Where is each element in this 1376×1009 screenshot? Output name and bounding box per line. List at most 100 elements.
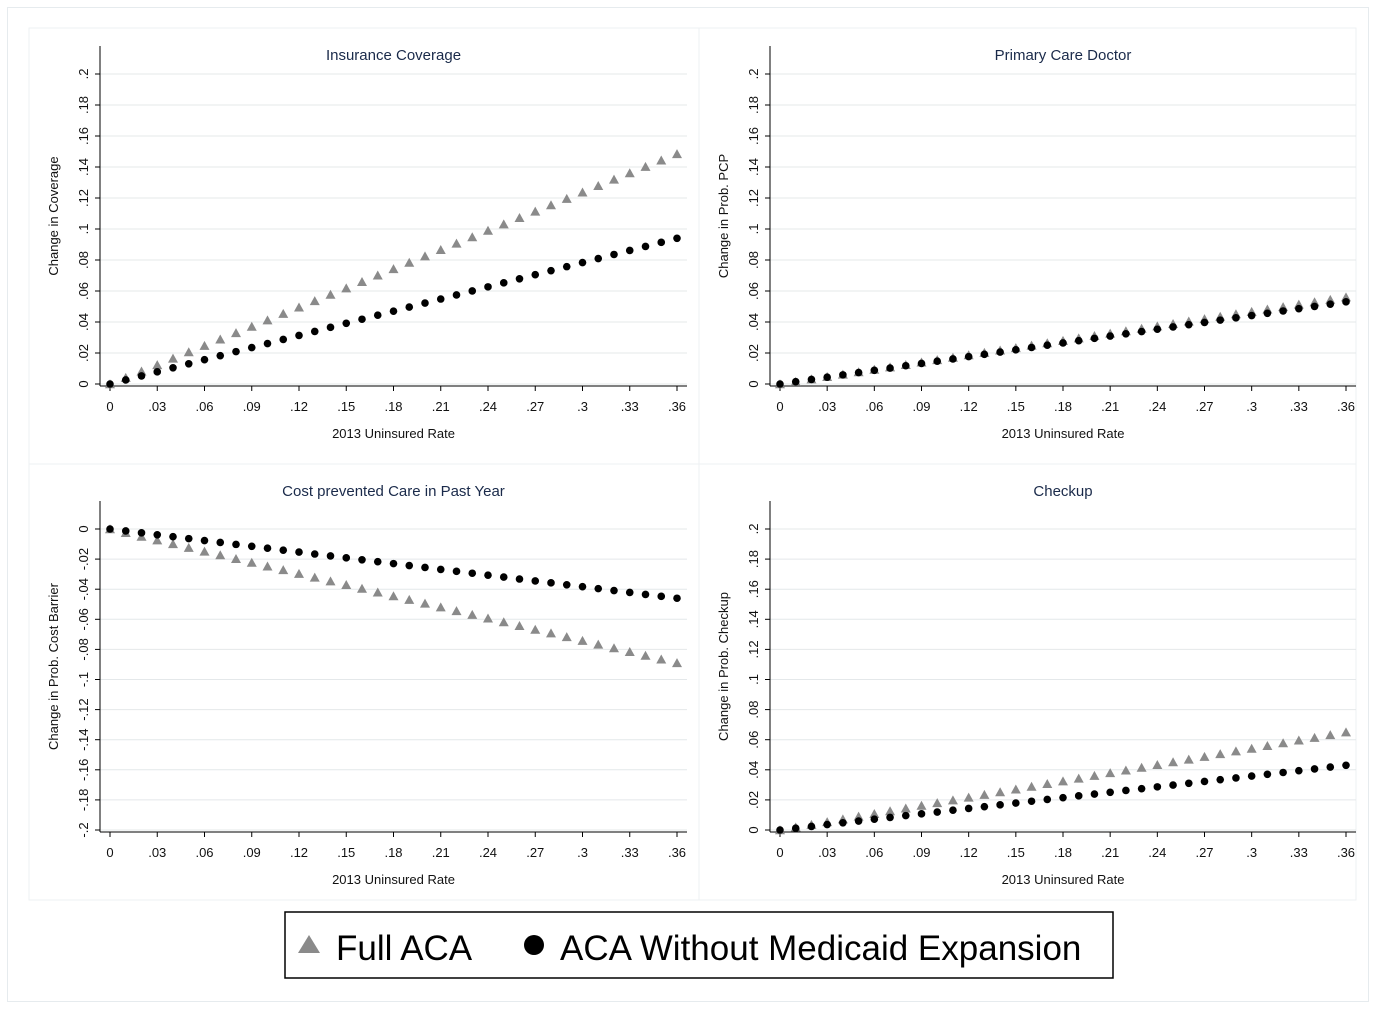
marker-full-aca xyxy=(372,270,383,280)
marker-full-aca xyxy=(183,542,194,552)
marker-full-aca xyxy=(577,187,588,197)
marker-full-aca xyxy=(357,276,367,286)
marker-aca-without-expansion xyxy=(169,532,177,541)
marker-aca-without-expansion xyxy=(547,579,555,587)
marker-full-aca xyxy=(609,643,619,653)
marker-full-aca xyxy=(435,602,446,612)
y-tick-label: -.2 xyxy=(76,822,91,837)
y-tick-label: .04 xyxy=(746,313,761,331)
marker-aca-without-expansion xyxy=(657,592,666,601)
x-tick-label: .15 xyxy=(337,399,355,414)
marker-aca-without-expansion xyxy=(610,250,618,259)
marker-aca-without-expansion xyxy=(452,291,461,299)
marker-full-aca xyxy=(514,213,525,223)
marker-aca-without-expansion xyxy=(641,590,650,599)
marker-aca-without-expansion xyxy=(1012,799,1020,807)
marker-aca-without-expansion xyxy=(531,270,540,279)
x-tick-label: .03 xyxy=(148,399,166,414)
marker-aca-without-expansion xyxy=(531,577,540,585)
marker-aca-without-expansion xyxy=(1310,302,1319,311)
marker-aca-without-expansion xyxy=(980,802,989,811)
marker-aca-without-expansion xyxy=(1012,345,1020,354)
marker-aca-without-expansion xyxy=(839,371,847,379)
y-tick-label: .06 xyxy=(746,282,761,300)
marker-aca-without-expansion xyxy=(1326,763,1335,771)
y-tick-label: -.18 xyxy=(76,789,91,811)
x-tick-label: .36 xyxy=(668,399,686,414)
marker-aca-without-expansion xyxy=(358,315,366,324)
y-axis-title: Change in Prob. Cost Barrier xyxy=(46,582,61,750)
marker-full-aca xyxy=(963,792,974,802)
marker-full-aca xyxy=(404,594,415,604)
marker-aca-without-expansion xyxy=(247,343,256,352)
marker-aca-without-expansion xyxy=(1216,775,1225,784)
x-tick-label: .21 xyxy=(432,399,450,414)
marker-aca-without-expansion xyxy=(1232,314,1240,322)
x-tick-label: 0 xyxy=(106,399,113,414)
marker-aca-without-expansion xyxy=(791,377,800,386)
marker-aca-without-expansion xyxy=(137,529,146,537)
marker-full-aca xyxy=(900,803,911,813)
marker-full-aca xyxy=(561,632,572,642)
marker-full-aca xyxy=(609,174,619,184)
marker-full-aca xyxy=(995,787,1006,797)
marker-aca-without-expansion xyxy=(625,588,634,597)
legend: Full ACA ACA Without Medicaid Expansion xyxy=(284,911,1114,979)
marker-aca-without-expansion xyxy=(1263,309,1272,318)
y-tick-label: .06 xyxy=(746,731,761,749)
y-tick-label: -.08 xyxy=(76,638,91,660)
marker-full-aca xyxy=(932,798,943,808)
marker-aca-without-expansion xyxy=(295,548,303,556)
panel-cost-prevented-care-in-past-year: Cost prevented Care in Past Year -.2 -.18 -… xyxy=(28,463,700,901)
marker-full-aca xyxy=(1010,784,1021,794)
marker-full-aca xyxy=(404,257,415,267)
x-tick-label: .06 xyxy=(195,399,213,414)
marker-aca-without-expansion xyxy=(1090,334,1099,343)
marker-aca-without-expansion xyxy=(1216,316,1225,324)
panels: Insurance Coverage 0 .02 .04 .06 .08 .1 .12 .14.… xyxy=(28,27,1357,901)
marker-full-aca xyxy=(498,617,509,627)
marker-full-aca xyxy=(168,353,178,363)
y-tick-label: .2 xyxy=(746,69,761,80)
marker-full-aca xyxy=(1136,762,1147,772)
marker-aca-without-expansion xyxy=(310,550,319,558)
marker-aca-without-expansion xyxy=(1074,792,1083,800)
marker-aca-without-expansion xyxy=(854,368,863,377)
marker-aca-without-expansion xyxy=(405,303,414,311)
marker-full-aca xyxy=(530,206,541,216)
marker-aca-without-expansion xyxy=(657,238,666,247)
marker-aca-without-expansion xyxy=(263,339,272,348)
x-tick-label: .21 xyxy=(1101,399,1119,414)
marker-full-aca xyxy=(1152,760,1163,770)
marker-aca-without-expansion xyxy=(1043,341,1052,350)
marker-aca-without-expansion xyxy=(901,361,910,370)
marker-full-aca xyxy=(467,609,478,619)
x-tick-label: .27 xyxy=(1195,399,1213,414)
marker-aca-without-expansion xyxy=(1106,788,1114,797)
marker-aca-without-expansion xyxy=(1200,777,1209,786)
legend-triangle-marker xyxy=(298,935,320,953)
marker-aca-without-expansion xyxy=(578,582,587,591)
legend-label-without-expansion: ACA Without Medicaid Expansion xyxy=(560,929,1081,968)
marker-aca-without-expansion xyxy=(468,287,477,295)
x-tick-label: .36 xyxy=(1337,399,1355,414)
marker-aca-without-expansion xyxy=(886,364,894,372)
marker-aca-without-expansion xyxy=(807,822,816,831)
marker-full-aca xyxy=(869,808,880,818)
marker-aca-without-expansion xyxy=(1106,332,1114,340)
x-tick-label: 0 xyxy=(776,399,783,414)
marker-aca-without-expansion xyxy=(933,357,942,365)
marker-aca-without-expansion xyxy=(389,559,398,568)
x-tick-label: .09 xyxy=(912,399,930,414)
marker-aca-without-expansion xyxy=(373,311,382,320)
marker-full-aca xyxy=(309,296,320,306)
marker-full-aca xyxy=(1278,738,1289,748)
marker-full-aca xyxy=(246,557,257,567)
marker-aca-without-expansion xyxy=(839,819,847,827)
marker-full-aca xyxy=(1246,743,1257,753)
x-tick-label: .27 xyxy=(526,399,544,414)
marker-full-aca xyxy=(215,550,226,560)
y-tick-label: .1 xyxy=(746,674,761,685)
marker-full-aca xyxy=(498,219,509,229)
